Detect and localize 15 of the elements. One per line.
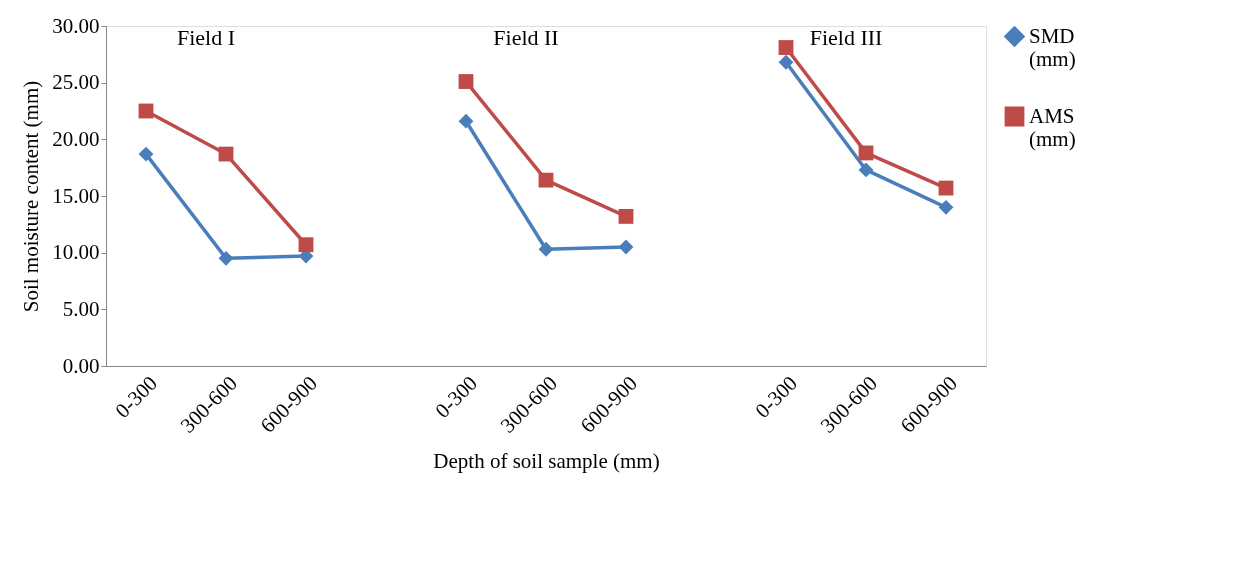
y-axis-title: Soil moisture content (mm) — [19, 80, 44, 313]
annotation: Field II — [493, 25, 559, 50]
y-tick-label: 25.00 — [52, 70, 100, 95]
x-axis-title: Depth of soil sample (mm) — [433, 448, 660, 473]
y-tick-label: 5.00 — [62, 296, 100, 321]
legend-label: AMS (mm) — [1029, 103, 1076, 151]
legend-label: SMD (mm) — [1029, 23, 1076, 71]
point — [218, 250, 234, 266]
annotation: Field III — [809, 25, 883, 50]
y-tick-label: 30.00 — [52, 13, 100, 38]
y-tick-label: 15.00 — [52, 183, 100, 208]
y-tick-label: 0.00 — [62, 353, 100, 378]
annotation: Field I — [176, 25, 236, 50]
y-tick-label: 10.00 — [52, 240, 100, 265]
y-tick-label: 20.00 — [52, 126, 100, 151]
